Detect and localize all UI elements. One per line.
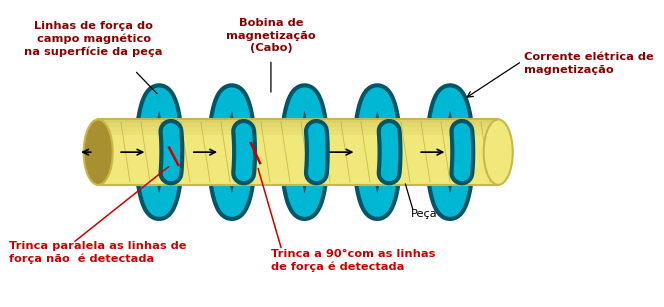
Text: Linhas de força do
campo magnético
na superfície da peça: Linhas de força do campo magnético na su… (25, 21, 163, 57)
Text: Bobina de
magnetização
(Cabo): Bobina de magnetização (Cabo) (226, 18, 316, 53)
Polygon shape (98, 131, 498, 135)
Polygon shape (98, 119, 498, 185)
Polygon shape (98, 123, 498, 127)
Polygon shape (98, 119, 498, 123)
Text: Corrente elétrica de
magnetização: Corrente elétrica de magnetização (524, 52, 653, 75)
Text: Trinca paralela as linhas de
força não  é detectada: Trinca paralela as linhas de força não é… (9, 241, 187, 264)
Text: Trinca a 90°com as linhas
de força é detectada: Trinca a 90°com as linhas de força é det… (271, 248, 436, 272)
Ellipse shape (483, 119, 513, 185)
Polygon shape (98, 127, 498, 131)
Ellipse shape (84, 119, 113, 185)
Text: Peça: Peça (411, 209, 438, 220)
